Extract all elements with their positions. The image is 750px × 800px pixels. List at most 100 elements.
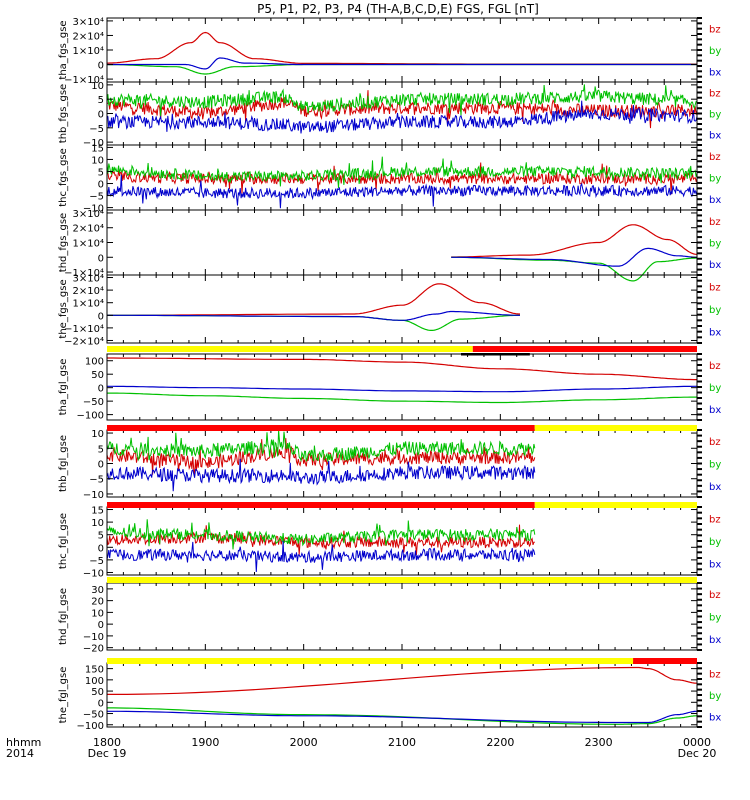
- y-tick-label: 50: [91, 370, 104, 381]
- y-tick-label: −10: [83, 490, 104, 501]
- legend-bz: bz: [709, 361, 721, 372]
- y-tick-label: 1×10⁴: [73, 46, 104, 57]
- series-bx: [107, 385, 697, 393]
- series-by: [107, 707, 697, 725]
- legend-bx: bx: [709, 635, 721, 646]
- series-bz: [107, 357, 697, 381]
- x-tick-label: 0000: [683, 736, 711, 749]
- y-axis-label: tha_fgl_gse: [58, 359, 69, 416]
- status-bars: [107, 346, 697, 664]
- series-bx: [106, 540, 536, 573]
- status-segment-yellow: [107, 577, 697, 583]
- series-bx: [107, 57, 697, 70]
- legend-bz: bz: [709, 437, 721, 448]
- y-axis-label: thb_fgl_gse: [58, 435, 69, 492]
- y-tick-label: 100: [85, 676, 104, 687]
- panel-series: [107, 283, 520, 331]
- y-tick-label: −50: [83, 397, 104, 408]
- series-by: [106, 519, 536, 550]
- y-tick-label: 10: [91, 608, 104, 619]
- x-tick-label: 1800: [93, 736, 121, 749]
- y-tick-label: 5: [98, 444, 104, 455]
- y-tick-label: 3×10⁴: [73, 209, 104, 220]
- panel-series: [106, 429, 536, 492]
- legend-bz: bz: [709, 590, 721, 601]
- panel-series: [106, 156, 698, 209]
- status-segment-yellow: [534, 502, 697, 508]
- legend-by: by: [709, 46, 721, 57]
- x-axis: hhmm 2014 1800 1900 2000 2100 2200 2300 0000De…: [6, 736, 716, 760]
- y-tick-label: 0: [98, 384, 104, 395]
- y-tick-label: −1×10⁴: [64, 324, 104, 335]
- status-segment-yellow: [107, 346, 473, 352]
- y-tick-label: 0: [98, 311, 104, 322]
- y-tick-label: 5: [98, 531, 104, 542]
- legend-bx: bx: [709, 131, 721, 142]
- series-bz: [106, 438, 536, 476]
- y-tick-label: 0: [98, 698, 104, 709]
- panel-series: [107, 357, 697, 404]
- y-tick-label: 150: [85, 665, 104, 676]
- series-bz: [106, 162, 698, 195]
- legend-by: by: [709, 691, 721, 702]
- series-bz: [107, 666, 697, 696]
- y-tick-label: −1×10⁴: [64, 268, 104, 279]
- panel-frame: [106, 274, 698, 344]
- legend-bz: bz: [709, 514, 721, 525]
- status-segment-red: [107, 502, 535, 508]
- y-axis-label: thb_fgs_gse: [58, 84, 69, 143]
- legend-bx: bx: [709, 405, 721, 416]
- series-by: [107, 392, 697, 404]
- x-tick-label: 2200: [486, 736, 514, 749]
- legend-bz: bz: [709, 670, 721, 681]
- y-tick-label: 2×10⁴: [73, 286, 104, 297]
- series-bx: [451, 247, 697, 267]
- y-tick-label: 0: [98, 253, 104, 264]
- x-date-label: Dec 19: [88, 747, 127, 760]
- y-tick-label: 10: [91, 518, 104, 529]
- panel-thb-fgl-gse: 10 5 0 −5 −10 thb_fgl_gse bz by bx: [58, 429, 721, 501]
- series-bx: [106, 100, 698, 134]
- legend-by: by: [709, 239, 721, 250]
- y-tick-label: −1×10⁴: [64, 75, 104, 86]
- series-by: [106, 63, 697, 75]
- plot-title: P5, P1, P2, P3, P4 (TH-A,B,C,D,E) FGS, F…: [257, 2, 539, 16]
- y-tick-label: 0: [98, 620, 104, 631]
- legend-bx: bx: [709, 195, 721, 206]
- y-tick-label: 100: [85, 357, 104, 368]
- y-tick-label: −10: [83, 204, 104, 215]
- status-segment-red: [472, 346, 697, 352]
- y-tick-label: 30: [91, 585, 104, 596]
- legend-bx: bx: [709, 560, 721, 571]
- y-tick-label: 20: [91, 597, 104, 608]
- y-tick-label: 15: [91, 506, 104, 517]
- legend-by: by: [709, 110, 721, 121]
- y-tick-label: −5: [89, 556, 104, 567]
- y-tick-label: 5: [98, 95, 104, 106]
- y-axis-label: tha_fgs_gse: [58, 20, 69, 79]
- y-tick-label: 50: [91, 687, 104, 698]
- y-tick-label: −50: [83, 710, 104, 721]
- y-tick-label: −100: [77, 721, 104, 732]
- legend-bx: bx: [709, 67, 721, 78]
- panel-series: [107, 666, 697, 725]
- y-axis-label: thc_fgl_gse: [58, 513, 69, 569]
- status-segment-black: [461, 353, 530, 356]
- y-tick-label: 2×10⁴: [73, 224, 104, 235]
- x-date-label: Dec 20: [678, 747, 717, 760]
- legend-bx: bx: [709, 482, 721, 493]
- y-tick-label: 0: [98, 460, 104, 471]
- legend-by: by: [709, 305, 721, 316]
- series-by: [106, 84, 698, 117]
- x-format-label: hhmm: [6, 736, 41, 749]
- panel-thb-fgs-gse: 10 5 0 −5 −10 thb_fgs_gse bz by bx: [58, 81, 721, 149]
- y-tick-label: −100: [77, 411, 104, 422]
- legend-bz: bz: [709, 217, 721, 228]
- y-tick-label: 1×10⁴: [73, 239, 104, 250]
- series-bx: [107, 310, 520, 321]
